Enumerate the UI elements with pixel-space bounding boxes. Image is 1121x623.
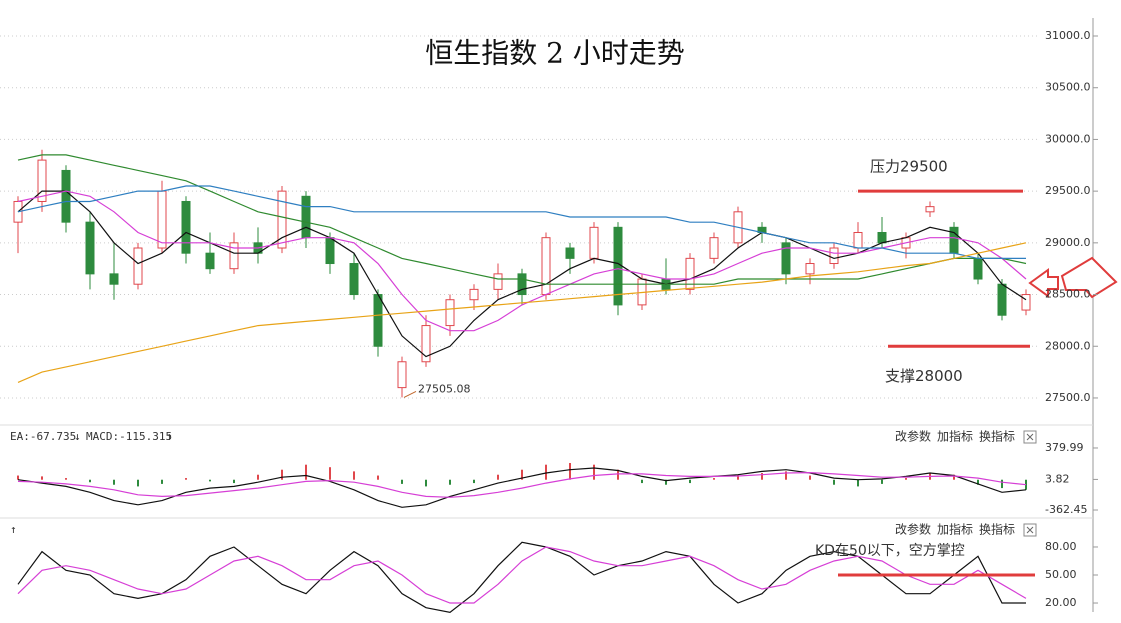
low-pointer <box>403 390 417 398</box>
indicator-line <box>17 546 1027 604</box>
y-tick-label: 30500.0 <box>1045 81 1091 94</box>
y-tick-label: 31000.0 <box>1045 29 1091 42</box>
y-tick-label: 29000.0 <box>1045 236 1091 249</box>
candle-body <box>157 190 167 249</box>
toolbar-button[interactable]: 换指标 <box>979 429 1015 444</box>
candle-body <box>37 159 47 202</box>
candle-body <box>829 247 839 265</box>
candle-body <box>781 242 791 275</box>
y-tick-label: 3.82 <box>1045 472 1070 485</box>
y-tick-label: 28500.0 <box>1045 288 1091 301</box>
toolbar-button[interactable]: 加指标 <box>937 522 973 537</box>
arrow-icon <box>1060 256 1118 299</box>
candle-body <box>421 325 431 363</box>
candle-body <box>85 221 95 275</box>
chart-title: 恒生指数 2 小时走势 <box>425 37 685 70</box>
y-tick-label: 30000.0 <box>1045 132 1091 145</box>
candle-body <box>517 273 527 296</box>
candle-body <box>397 361 407 389</box>
candle-body <box>301 195 311 239</box>
candle-body <box>325 237 335 265</box>
low-label: 27505.08 <box>418 382 471 395</box>
candle-body <box>997 283 1007 316</box>
toolbar-button[interactable]: 加指标 <box>937 429 973 444</box>
candle-body <box>277 190 287 249</box>
candle-body <box>373 294 383 347</box>
candle-body <box>925 206 935 213</box>
level-label: 压力29500 <box>870 158 948 176</box>
candle-body <box>109 273 119 285</box>
candle-body <box>229 242 239 270</box>
y-tick-label: 379.99 <box>1045 441 1084 454</box>
level-label: 支撑28000 <box>885 367 963 385</box>
candle-body <box>949 226 959 254</box>
candle-body <box>613 226 623 306</box>
y-tick-label: 28000.0 <box>1045 339 1091 352</box>
indicator-line <box>17 242 1027 383</box>
candle-body <box>469 288 479 301</box>
candle-body <box>1021 294 1031 311</box>
y-tick-label: 27500.0 <box>1045 391 1091 404</box>
candle-body <box>13 200 23 223</box>
y-tick-label: 80.00 <box>1045 540 1077 553</box>
candle-body <box>181 200 191 254</box>
toolbar-button[interactable]: 换指标 <box>979 522 1015 537</box>
close-icon <box>1026 433 1034 441</box>
candle-body <box>133 247 143 285</box>
level-label: KD在50以下，空方掌控 <box>815 543 965 559</box>
indicator-line <box>17 154 1027 285</box>
candle-body <box>805 263 815 275</box>
y-tick-label: 20.00 <box>1045 596 1077 609</box>
candle-body <box>61 169 71 223</box>
candle-body <box>685 257 695 290</box>
indicator-line <box>17 467 1027 508</box>
y-tick-label: 50.00 <box>1045 568 1077 581</box>
candle-body <box>853 231 863 249</box>
y-tick-label: -362.45 <box>1045 503 1087 516</box>
candle-body <box>877 231 887 244</box>
y-tick-label: 29500.0 <box>1045 184 1091 197</box>
indicator-line <box>17 471 1027 498</box>
candle-body <box>589 226 599 259</box>
candle-body <box>445 299 455 327</box>
indicator-header: EA:-67.735 <box>10 430 76 443</box>
indicator-header: MACD:-115.315 <box>86 430 172 443</box>
indicator-header: ↓ <box>74 430 81 443</box>
candle-body <box>205 252 215 270</box>
close-icon <box>1026 526 1034 534</box>
indicator-line <box>17 190 1027 332</box>
candle-body <box>709 237 719 259</box>
indicator-line <box>17 185 1026 259</box>
arrow-icon <box>1028 268 1059 298</box>
indicator-header: ↑ <box>10 523 17 536</box>
candle-body <box>541 237 551 296</box>
toolbar-button[interactable]: 改参数 <box>895 429 931 444</box>
indicator-header: ↑ <box>166 430 173 443</box>
candle-body <box>973 257 983 280</box>
candle-body <box>493 273 503 290</box>
candle-body <box>349 263 359 296</box>
toolbar-button[interactable]: 改参数 <box>895 522 931 537</box>
candle-body <box>565 247 575 259</box>
